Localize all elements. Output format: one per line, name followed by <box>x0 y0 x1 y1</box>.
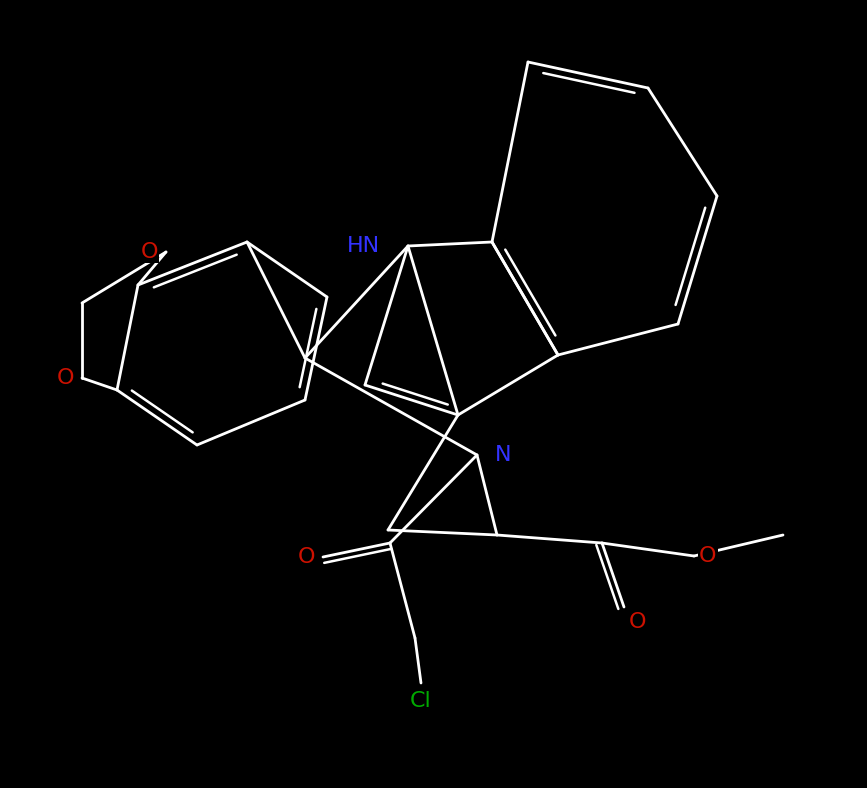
Text: Cl: Cl <box>410 691 432 711</box>
Text: O: O <box>629 612 647 632</box>
Text: N: N <box>495 445 512 465</box>
Text: O: O <box>297 547 315 567</box>
Text: O: O <box>140 242 158 262</box>
Text: O: O <box>699 546 716 566</box>
Text: HN: HN <box>347 236 380 256</box>
Text: O: O <box>56 368 74 388</box>
